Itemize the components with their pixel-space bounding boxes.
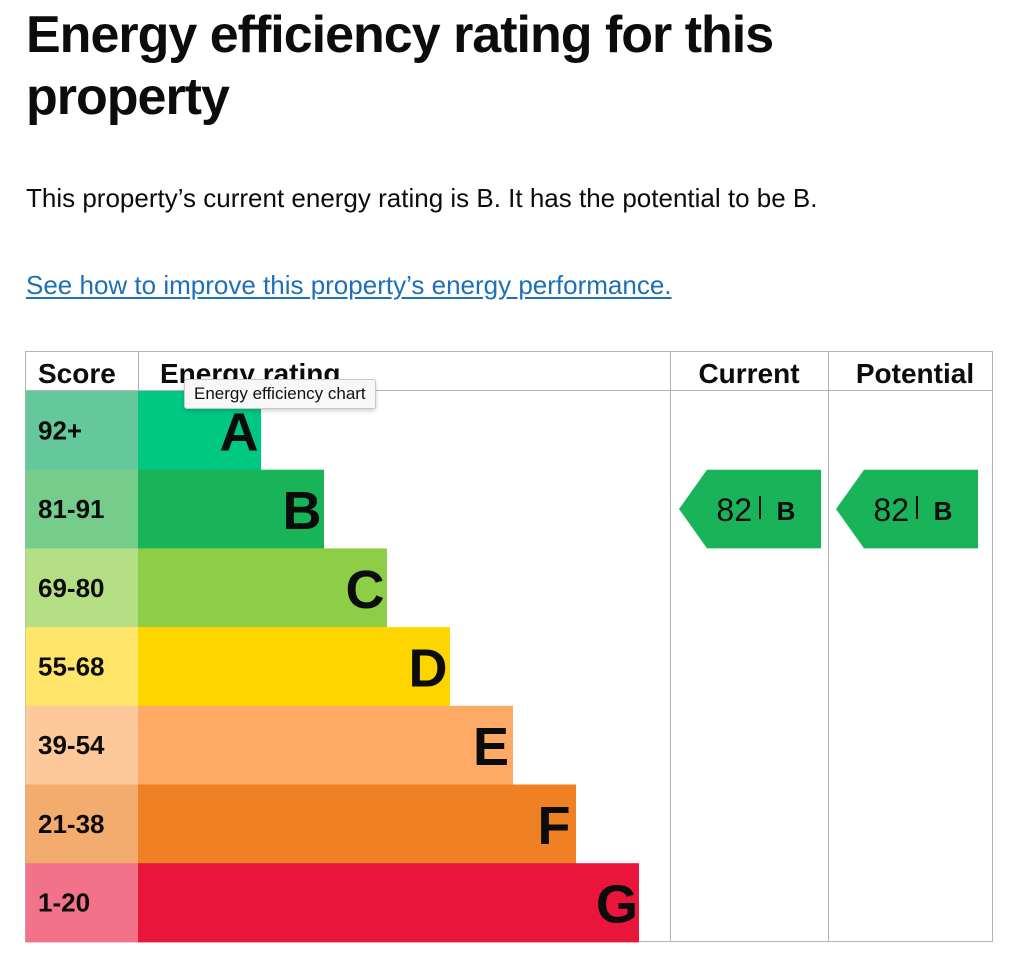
score-cell-c xyxy=(25,548,139,628)
header-potential: Potential xyxy=(856,358,974,389)
rating-bar-g xyxy=(138,863,639,943)
current-arrow-shape xyxy=(679,469,821,549)
potential-score: 82 xyxy=(873,492,909,528)
chart-tooltip: Energy efficiency chart xyxy=(184,379,376,409)
rating-bar-f xyxy=(138,784,576,864)
potential-rating-letter: B xyxy=(934,496,953,526)
current-score: 82 xyxy=(716,492,752,528)
rating-bar-d xyxy=(138,627,450,707)
score-range-a: 92+ xyxy=(38,415,82,445)
page-title: Energy efficiency rating for this proper… xyxy=(26,6,774,126)
score-range-e: 39-54 xyxy=(38,730,105,760)
rating-letter-g: G xyxy=(596,875,638,935)
potential-arrow-shape xyxy=(836,469,978,549)
score-range-c: 69-80 xyxy=(38,573,105,603)
rating-bar-c xyxy=(138,548,387,628)
rating-letter-a: A xyxy=(220,402,259,462)
rating-letter-c: C xyxy=(346,560,385,620)
rating-letter-f: F xyxy=(538,796,571,856)
current-rating-letter: B xyxy=(777,496,796,526)
band-row-d: 55-68 D xyxy=(25,627,450,707)
rating-letter-e: E xyxy=(473,717,509,777)
current-rating-arrow: 82 B xyxy=(679,469,821,549)
rating-bands: 92+ A 81-91 B 69-80 C 55-68 D 39-54 E 21-38 F 1-20 G xyxy=(25,391,639,943)
band-row-f: 21-38 F xyxy=(25,784,576,864)
score-cell-a xyxy=(25,391,139,471)
score-cell-g xyxy=(25,863,139,943)
potential-rating-arrow: 82 B xyxy=(836,469,978,549)
score-cell-f xyxy=(25,784,139,864)
score-range-d: 55-68 xyxy=(38,651,105,681)
score-range-f: 21-38 xyxy=(38,809,105,839)
score-range-g: 1-20 xyxy=(38,888,90,918)
rating-bar-b xyxy=(138,469,324,549)
rating-letter-b: B xyxy=(283,481,322,541)
score-cell-e xyxy=(25,705,139,785)
band-row-c: 69-80 C xyxy=(25,548,387,628)
score-range-b: 81-91 xyxy=(38,494,105,524)
improve-performance-link[interactable]: See how to improve this property’s energ… xyxy=(26,270,672,300)
band-row-b: 81-91 B xyxy=(25,469,324,549)
rating-summary: This property’s current energy rating is… xyxy=(26,183,818,213)
header-score: Score xyxy=(38,358,116,389)
score-cell-d xyxy=(25,627,139,707)
header-current: Current xyxy=(698,358,799,389)
rating-bar-e xyxy=(138,705,513,785)
score-cell-b xyxy=(25,469,139,549)
rating-letter-d: D xyxy=(409,638,448,698)
band-row-e: 39-54 E xyxy=(25,705,513,785)
rating-arrows: 82 B 82 B xyxy=(679,469,978,549)
band-row-g: 1-20 G xyxy=(25,863,639,943)
